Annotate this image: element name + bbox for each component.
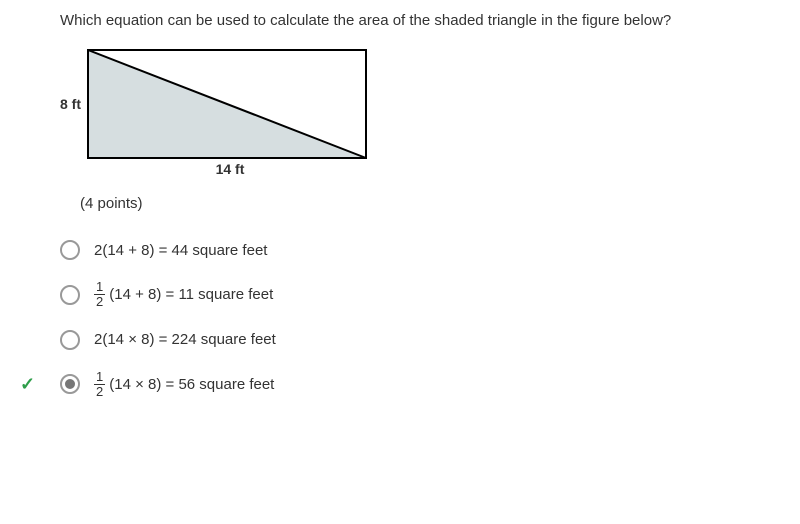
radio-d[interactable] — [60, 374, 80, 394]
option-d-text: 1 2 (14 × 8) = 56 square feet — [94, 370, 274, 400]
option-c-text: 2(14 × 8) = 224 square feet — [94, 331, 276, 348]
fraction-b: 1 2 — [94, 280, 105, 310]
frac-d-num: 1 — [94, 370, 105, 385]
radio-c[interactable] — [60, 330, 80, 350]
triangle-diagram — [87, 49, 367, 159]
base-label: 14 ft — [90, 161, 370, 177]
option-b-text: 1 2 (14 + 8) = 11 square feet — [94, 280, 273, 310]
option-c[interactable]: 2(14 × 8) = 224 square feet — [60, 330, 800, 350]
option-b-rest: (14 + 8) = 11 square feet — [109, 286, 273, 303]
height-label: 8 ft — [60, 96, 81, 112]
question-text: Which equation can be used to calculate … — [60, 12, 800, 29]
figure: 8 ft 14 ft — [60, 49, 800, 177]
option-d[interactable]: ✓ 1 2 (14 × 8) = 56 square feet — [60, 370, 800, 400]
option-b[interactable]: 1 2 (14 + 8) = 11 square feet — [60, 280, 800, 310]
points-label: (4 points) — [80, 195, 800, 212]
frac-b-num: 1 — [94, 280, 105, 295]
frac-b-den: 2 — [94, 295, 105, 309]
fraction-d: 1 2 — [94, 370, 105, 400]
option-d-rest: (14 × 8) = 56 square feet — [109, 376, 274, 393]
check-icon: ✓ — [20, 374, 35, 395]
radio-b[interactable] — [60, 285, 80, 305]
frac-d-den: 2 — [94, 385, 105, 399]
radio-a[interactable] — [60, 240, 80, 260]
option-a-text: 2(14 + 8) = 44 square feet — [94, 242, 267, 259]
options-group: 2(14 + 8) = 44 square feet 1 2 (14 + 8) … — [60, 240, 800, 399]
option-a[interactable]: 2(14 + 8) = 44 square feet — [60, 240, 800, 260]
